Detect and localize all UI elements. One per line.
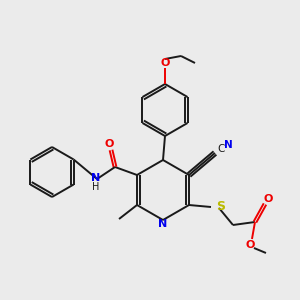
Text: S: S xyxy=(216,200,225,212)
Text: N: N xyxy=(224,140,233,150)
Text: N: N xyxy=(158,219,168,229)
Text: O: O xyxy=(104,139,114,149)
Text: C: C xyxy=(217,144,224,154)
Text: N: N xyxy=(92,173,100,183)
Text: O: O xyxy=(245,240,255,250)
Text: O: O xyxy=(263,194,273,204)
Text: H: H xyxy=(92,182,100,192)
Text: O: O xyxy=(160,58,170,68)
